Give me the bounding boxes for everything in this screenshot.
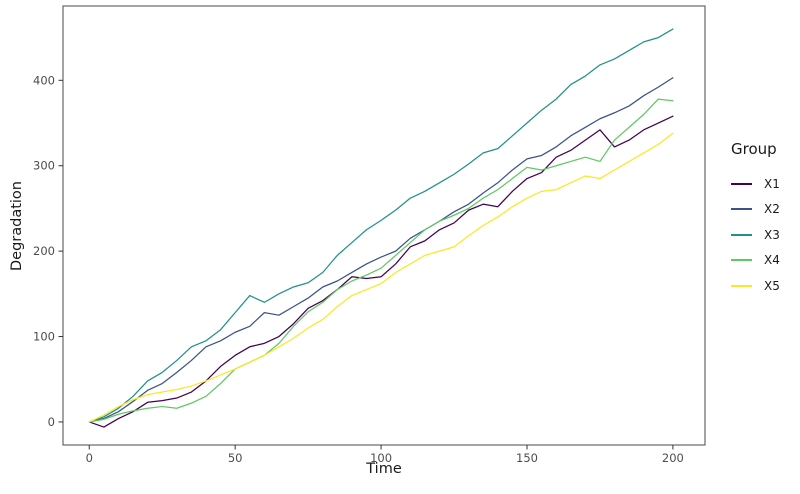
y-tick-label: 400 bbox=[33, 73, 55, 87]
legend-key-X1 bbox=[731, 182, 752, 185]
x-tick-label: 200 bbox=[662, 451, 684, 465]
legend-label: X3 bbox=[764, 227, 780, 242]
x-tick-label: 50 bbox=[228, 451, 243, 465]
series-line-X5 bbox=[88, 132, 674, 423]
legend-label: X1 bbox=[764, 176, 780, 191]
legend-key-X4 bbox=[731, 259, 752, 262]
legend-key-X3 bbox=[731, 233, 752, 236]
legend-label: X2 bbox=[764, 202, 780, 217]
series-line-X1 bbox=[88, 115, 674, 428]
legend-item-X4: X4 bbox=[731, 248, 780, 274]
legend-item-X1: X1 bbox=[731, 171, 780, 197]
legend-item-X3: X3 bbox=[731, 222, 780, 248]
series-line-X4 bbox=[88, 98, 674, 423]
y-tick-label: 200 bbox=[33, 244, 55, 258]
legend-key-X5 bbox=[731, 284, 752, 287]
legend-title: Group bbox=[731, 140, 777, 158]
x-tick-label: 0 bbox=[86, 451, 93, 465]
y-tick-label: 0 bbox=[48, 415, 55, 429]
legend: Group X1 X2 X3 X4 X5 bbox=[731, 140, 780, 299]
legend-key-X2 bbox=[731, 208, 752, 211]
y-tick-label: 300 bbox=[33, 159, 55, 173]
series-line-X3 bbox=[88, 28, 674, 423]
y-tick-label: 100 bbox=[33, 330, 55, 344]
series-line-X2 bbox=[88, 77, 674, 423]
x-axis-title: Time bbox=[366, 461, 402, 477]
legend-items: X1 X2 X3 X4 X5 bbox=[731, 171, 780, 299]
legend-label: X4 bbox=[764, 253, 780, 268]
legend-label: X5 bbox=[764, 278, 780, 293]
x-tick-label: 150 bbox=[516, 451, 538, 465]
y-axis-title: Degradation bbox=[9, 180, 25, 272]
legend-item-X2: X2 bbox=[731, 197, 780, 223]
panel-border bbox=[62, 5, 706, 446]
x-tick-label: 100 bbox=[370, 451, 392, 465]
legend-item-X5: X5 bbox=[731, 273, 780, 299]
